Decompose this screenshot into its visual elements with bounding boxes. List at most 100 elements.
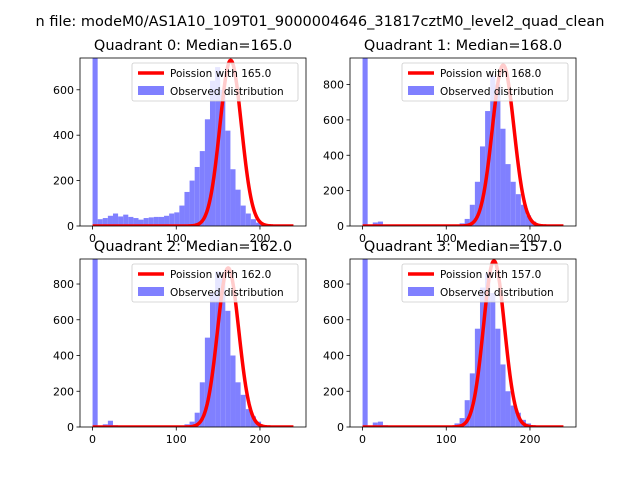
x-tick-label: 0 <box>89 433 96 446</box>
histogram-bar <box>500 364 506 427</box>
x-tick-label: 200 <box>519 433 540 446</box>
histogram-bar <box>225 130 231 226</box>
histogram-bar <box>143 218 149 226</box>
subplot-title: Quadrant 2: Median=162.0 <box>94 239 292 255</box>
legend-box <box>131 62 299 102</box>
y-tick-label: 800 <box>323 79 344 92</box>
histogram-bar <box>490 75 496 226</box>
subplot-title: Quadrant 0: Median=165.0 <box>94 38 292 54</box>
subplot-quadrant-2: 0 100 200 0 200 400 600 800 Quadrant 2: Median=1… <box>53 239 307 446</box>
histogram-bar <box>184 191 190 226</box>
y-tick-label: 200 <box>323 385 344 398</box>
plot-area <box>91 259 295 427</box>
histogram-bar <box>128 216 134 226</box>
x-tick-label: 0 <box>89 232 96 245</box>
legend-box <box>401 62 569 102</box>
histogram-bar <box>107 420 113 427</box>
histogram-bar <box>153 216 159 226</box>
histogram-bar <box>459 418 465 427</box>
histogram-bar <box>148 217 154 226</box>
histogram-bar <box>133 218 139 226</box>
histogram-bar <box>495 328 501 427</box>
histogram-bar <box>479 287 486 427</box>
histogram-bar <box>464 218 470 226</box>
y-tick-label: 600 <box>323 314 344 327</box>
x-tick-label: 0 <box>359 433 366 446</box>
y-tick-label: 0 <box>337 421 344 434</box>
histogram-bar <box>230 169 236 226</box>
histogram-bar <box>235 382 241 427</box>
axes-frame <box>349 57 577 227</box>
histogram-bar <box>199 382 205 427</box>
x-tick-label: 0 <box>359 232 366 245</box>
x-tick-label: 100 <box>436 232 457 245</box>
x-tick-label: 200 <box>249 232 270 245</box>
histogram-bar <box>490 292 496 427</box>
histogram-bar <box>362 259 368 427</box>
legend-bar-swatch <box>138 287 164 296</box>
poisson-curve <box>91 266 295 427</box>
histogram-bar <box>220 278 226 427</box>
legend-label-observed: Observed distribution <box>440 86 554 98</box>
histogram-bar <box>500 128 506 226</box>
y-tick-label: 400 <box>323 149 344 162</box>
x-tick-label: 200 <box>249 433 270 446</box>
histogram-bar <box>199 151 205 226</box>
histogram-bar <box>235 189 241 226</box>
axes-frame <box>349 258 577 428</box>
x-tick-label: 200 <box>519 232 540 245</box>
histogram-bar <box>189 180 195 226</box>
subplot-quadrant-1: 0 100 200 0 200 400 600 800 Quadrant 1: Median=1… <box>323 38 577 245</box>
axes-frame <box>79 258 307 428</box>
y-tick-label: 800 <box>53 278 74 291</box>
histogram-bar <box>179 205 185 226</box>
subplot-quadrant-3: 0 100 200 0 200 400 600 800 Quadrant 3: Median=1… <box>323 239 577 446</box>
histogram-bar <box>225 310 231 427</box>
histogram-bar <box>194 166 200 226</box>
poisson-curve <box>361 259 565 427</box>
y-tick-label: 200 <box>53 385 74 398</box>
histogram-bar <box>194 412 200 427</box>
histogram-bar <box>485 273 491 427</box>
legend-box <box>131 263 299 303</box>
histogram-bar <box>474 181 480 226</box>
histogram-bar <box>525 215 532 226</box>
histogram-bar <box>158 216 165 226</box>
histogram-bar <box>220 89 226 226</box>
histogram-bar <box>510 181 516 226</box>
histogram-bar <box>92 259 98 427</box>
legend: Poission with 165.0 Observed distribution <box>131 62 299 102</box>
x-tick-label: 100 <box>166 232 187 245</box>
histogram-bar <box>510 405 516 427</box>
axes-frame <box>79 57 307 227</box>
legend-label-observed: Observed distribution <box>170 287 284 299</box>
y-tick-label: 200 <box>53 175 74 188</box>
histogram-bar <box>464 400 470 427</box>
histogram-bar <box>209 80 216 226</box>
y-tick-label: 600 <box>323 114 344 127</box>
legend-bar-swatch <box>408 86 434 95</box>
histogram-bar <box>515 194 521 226</box>
histogram-bar <box>138 219 144 226</box>
histogram-bar <box>250 219 256 226</box>
histogram-bar <box>479 146 486 226</box>
y-tick-label: 400 <box>53 129 74 142</box>
legend: Poission with 162.0 Observed distribution <box>131 263 299 303</box>
histogram-bar <box>377 421 383 427</box>
legend-label-poisson: Poission with 157.0 <box>440 269 541 281</box>
histogram-bar <box>189 421 195 427</box>
histogram-bar <box>123 214 129 226</box>
legend-label-poisson: Poission with 165.0 <box>170 68 271 80</box>
histogram-bar <box>107 215 113 226</box>
histogram-bar <box>215 271 221 427</box>
histogram-bar <box>372 222 378 226</box>
histogram-bar <box>174 212 180 226</box>
x-tick-label: 100 <box>436 433 457 446</box>
histogram-bar <box>92 58 98 226</box>
histogram-bar <box>255 222 262 226</box>
y-tick-label: 0 <box>67 220 74 233</box>
histogram-bar <box>102 218 108 226</box>
legend-bar-swatch <box>138 86 164 95</box>
